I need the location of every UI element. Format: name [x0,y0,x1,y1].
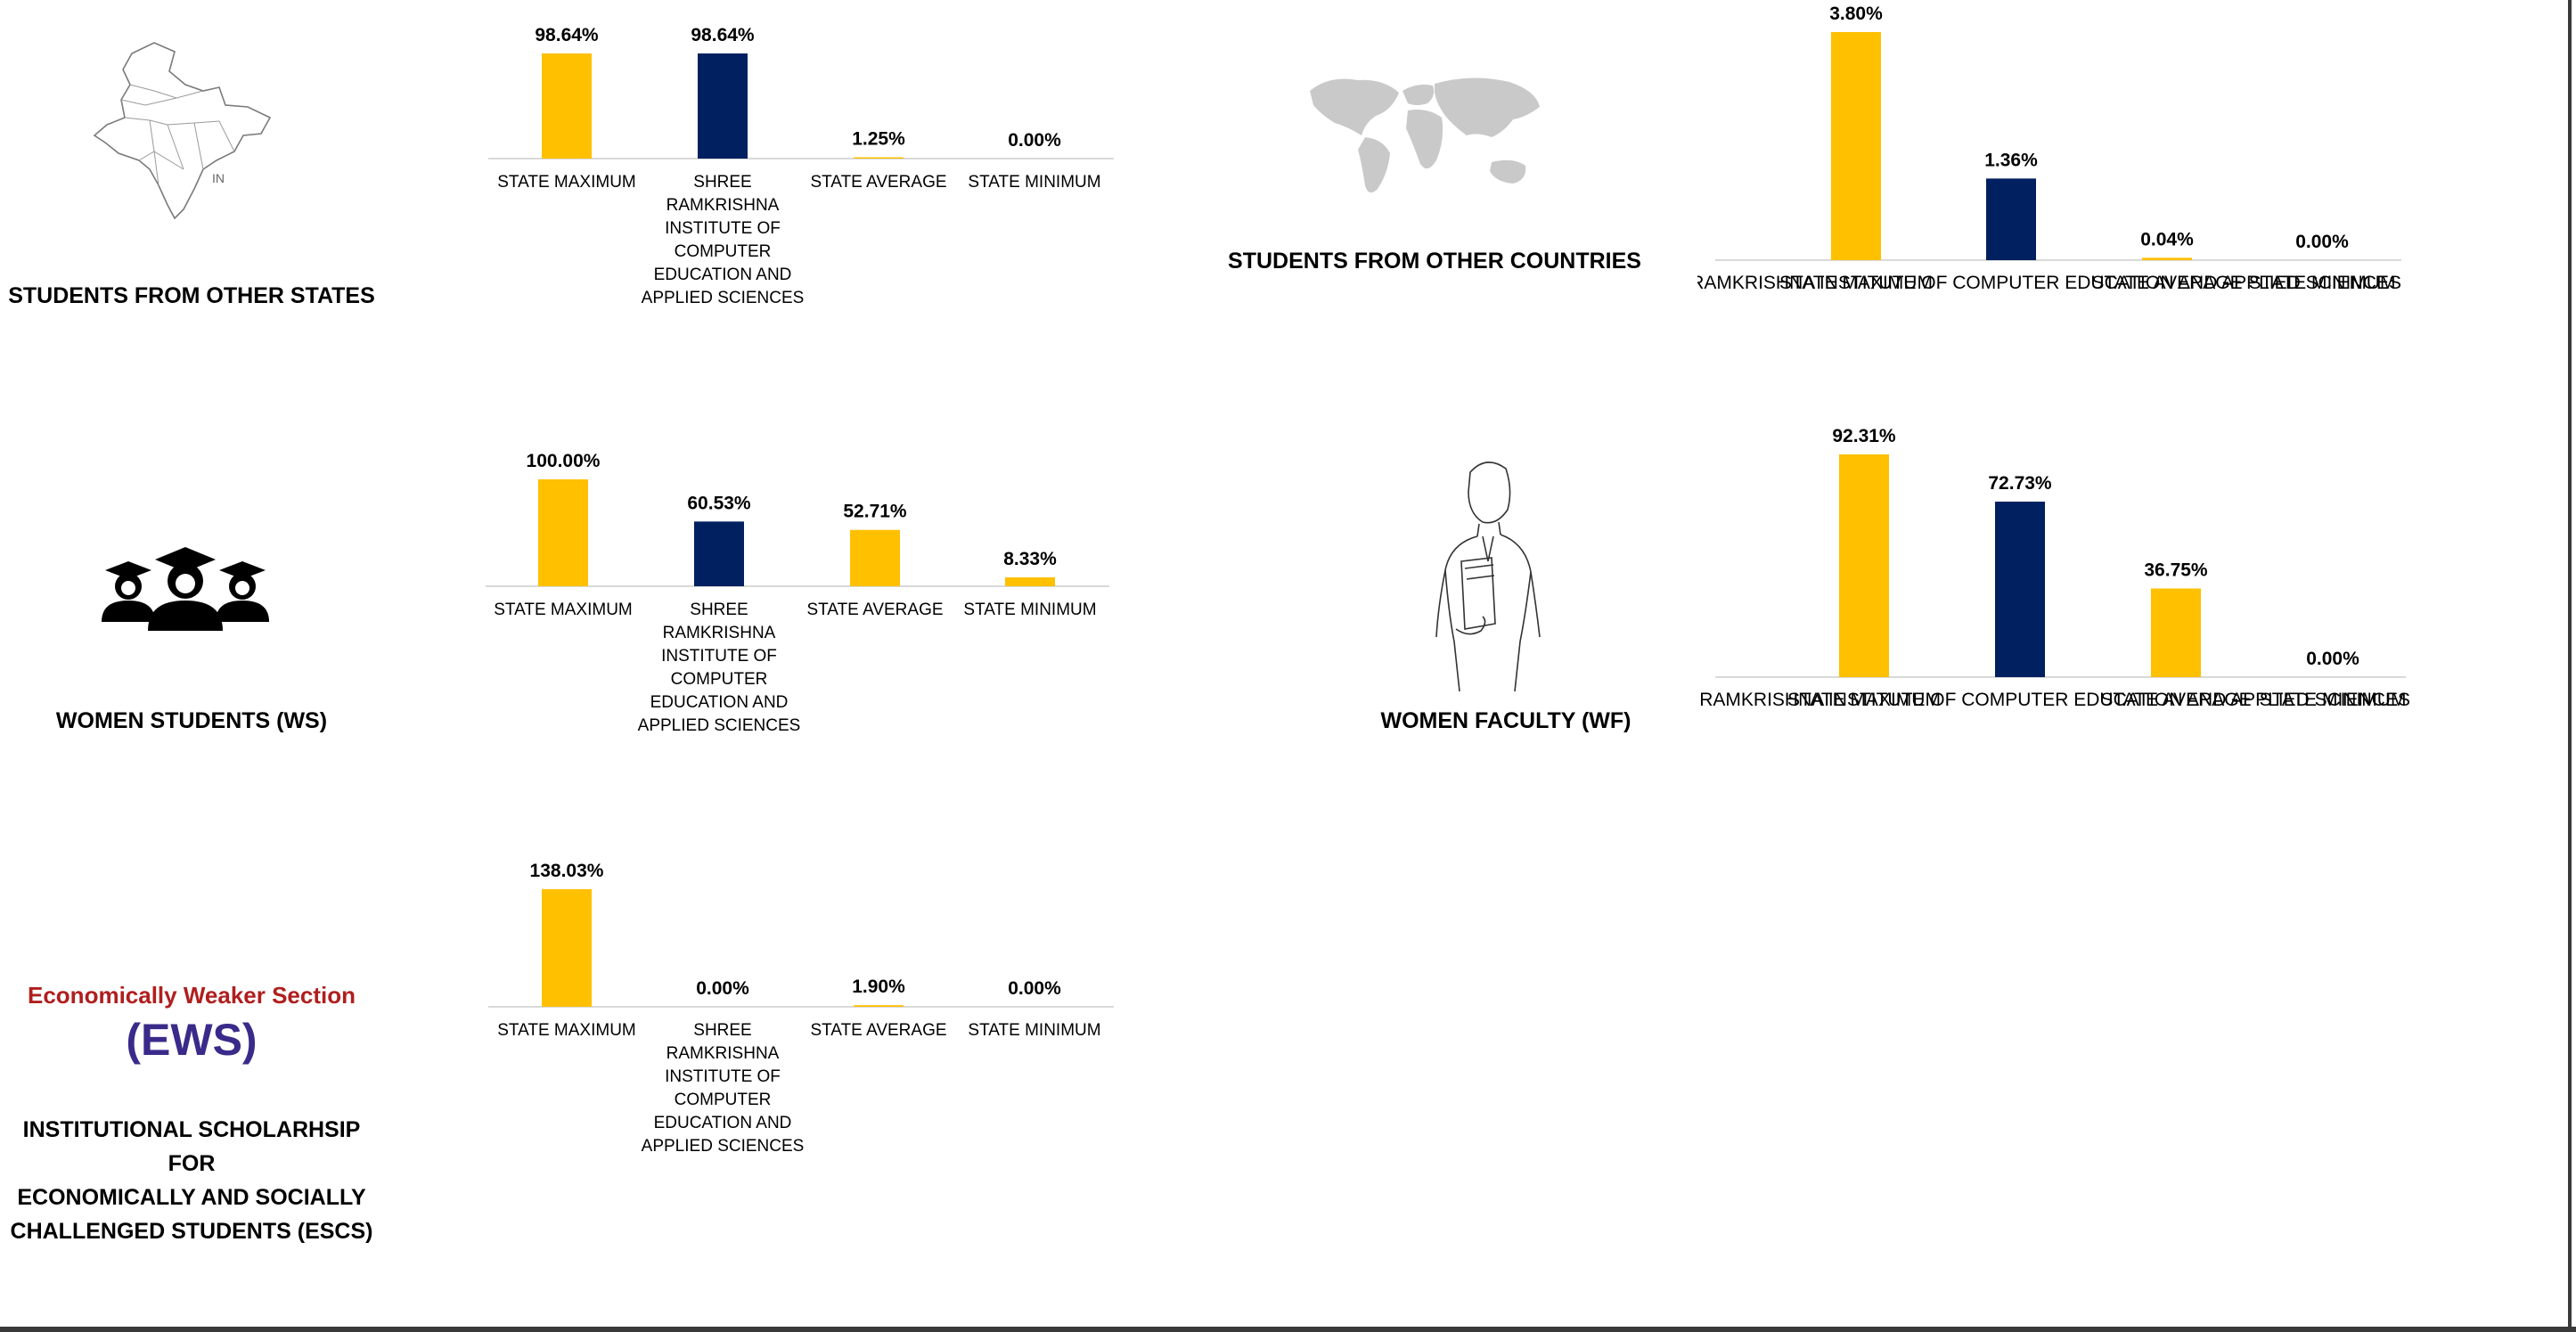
women-faculty-label: WOMEN FACULTY (WF) [1380,708,1631,733]
escs-label: INSTITUTIONAL SCHOLARHSIP FOR ECONOMICAL… [0,1113,383,1248]
data-label-1: 60.53% [687,493,751,513]
ews-logo-line1: Economically Weaker Section [28,982,356,1009]
faculty-woman-icon [1406,454,1565,693]
category-label-2-0: STATE AVERAGE [2091,273,2242,293]
bar-0 [542,889,592,1007]
other-countries-label: STUDENTS FROM OTHER COUNTRIES [1228,249,1641,274]
data-label-1: 1.36% [1984,150,2038,170]
data-label-2: 0.04% [2140,229,2194,249]
india-map-label: IN [212,171,225,185]
category-label-1-0: SHREE RAMKRISHNA INSTITUTE OF COMPUTER E… [1697,273,2401,293]
escs-chart: 138.03% STATE MAXIMUM 0.00% SHREE RAMKRISHNA… [488,861,1114,1156]
category-label-1-0: SHREE [690,601,748,619]
category-label-3-0: STATE MINIMUM [968,1021,1100,1040]
data-label-3: 0.00% [1008,130,1061,151]
data-label-3: 8.33% [1003,549,1057,569]
data-label-2: 1.90% [852,977,905,997]
bar-1 [1995,502,2045,677]
category-label-3-0: STATE MINIMUM [963,601,1096,619]
category-label-1-5: APPLIED SCIENCES [638,716,801,735]
category-label-2-0: STATE AVERAGE [806,601,943,619]
category-label-2-0: STATE AVERAGE [810,1021,946,1040]
category-label-1-2: INSTITUTE OF [665,1067,781,1086]
category-label-1-3: COMPUTER [671,670,768,689]
category-label-1-1: RAMKRISHNA [663,624,776,642]
bar-2 [2142,257,2192,260]
data-label-2: 36.75% [2144,560,2208,580]
category-label-1-0: SHREE RAMKRISHNA INSTITUTE OF COMPUTER E… [1697,690,2410,710]
data-label-0: 100.00% [527,451,601,471]
category-label-2-0: STATE AVERAGE [2100,690,2251,710]
bar-0 [542,53,592,159]
bar-3 [1005,577,1055,586]
category-label-0-0: STATE MAXIMUM [1787,690,1941,710]
data-label-1: 98.64% [691,25,755,45]
bar-2 [854,157,904,159]
category-label-3-0: STATE MINIMUM [2260,690,2407,710]
bar-0 [1839,454,1889,677]
world-map-icon [1303,64,1548,207]
data-label-0: 3.80% [1829,4,1883,24]
category-label-3-0: STATE MINIMUM [2249,273,2396,293]
category-label-1-0: SHREE [693,1021,751,1040]
category-label-1-5: APPLIED SCIENCES [642,1137,805,1156]
data-label-3: 0.00% [2306,649,2359,669]
women-faculty-chart: 92.31% STATE MAXIMUM 72.73% SHREE RAMKRISHN… [1697,426,2410,710]
women-students-label: WOMEN STUDENTS (WS) [55,708,328,733]
other-countries-chart: 3.80% STATE MAXIMUM 1.36% SHREE RAMKRISHNA … [1697,4,2401,293]
data-label-2: 1.25% [852,129,905,150]
category-label-1-3: COMPUTER [675,1091,772,1109]
bar-1 [694,521,744,586]
category-label-1-2: INSTITUTE OF [665,219,781,238]
category-label-1-0: SHREE [693,173,751,192]
bar-0 [538,479,588,586]
category-label-1-2: INSTITUTE OF [661,647,777,666]
category-label-3-0: STATE MINIMUM [968,173,1100,192]
category-label-1-3: COMPUTER [675,242,772,261]
data-label-1: 0.00% [696,978,749,999]
data-label-1: 72.73% [1988,473,2052,494]
graduates-icon [96,545,274,634]
bar-1 [698,53,748,159]
category-label-1-4: EDUCATION AND [654,1114,792,1132]
category-label-2-0: STATE AVERAGE [810,173,946,192]
escs-label-line-3: CHALLENGED STUDENTS (ESCS) [10,1219,373,1244]
ews-logo-line2: (EWS) [126,1015,258,1065]
bar-2 [854,1005,904,1007]
category-label-1-1: RAMKRISHNA [666,196,780,215]
data-label-2: 52.71% [843,502,907,522]
category-label-0-0: STATE MAXIMUM [494,601,633,619]
frame-bottom-border [0,1327,2576,1332]
data-label-0: 98.64% [535,25,599,45]
bar-1 [1986,178,2036,260]
women-students-chart: 100.00% STATE MAXIMUM 60.53% SHREE RAMKRISHN… [486,451,1109,735]
bar-0 [1831,32,1881,260]
other-states-chart: 98.64% STATE MAXIMUM 98.64% SHREE RAMKRISHNA… [488,25,1114,307]
data-label-0: 92.31% [1832,426,1896,446]
escs-label-line-1: INSTITUTIONAL SCHOLARHSIP FOR [22,1117,361,1176]
category-label-1-1: RAMKRISHNA [666,1044,780,1063]
category-label-1-4: EDUCATION AND [654,266,792,284]
data-label-3: 0.00% [1008,978,1061,999]
bar-2 [2151,588,2201,677]
category-label-0-0: STATE MAXIMUM [1779,273,1933,293]
data-label-3: 0.00% [2295,232,2349,252]
category-label-1-4: EDUCATION AND [650,693,789,712]
other-states-label: STUDENTS FROM OTHER STATES [8,283,375,308]
escs-label-line-2: ECONOMICALLY AND SOCIALLY [17,1185,366,1210]
data-label-0: 138.03% [530,861,604,881]
category-label-1-5: APPLIED SCIENCES [642,289,805,307]
category-label-0-0: STATE MAXIMUM [497,1021,636,1040]
frame-right-border [2568,0,2572,1332]
ews-logo: Economically Weaker Section (EWS) [0,977,383,1075]
category-label-0-0: STATE MAXIMUM [497,173,636,192]
india-map-icon: IN [70,36,283,227]
bar-2 [850,529,900,586]
